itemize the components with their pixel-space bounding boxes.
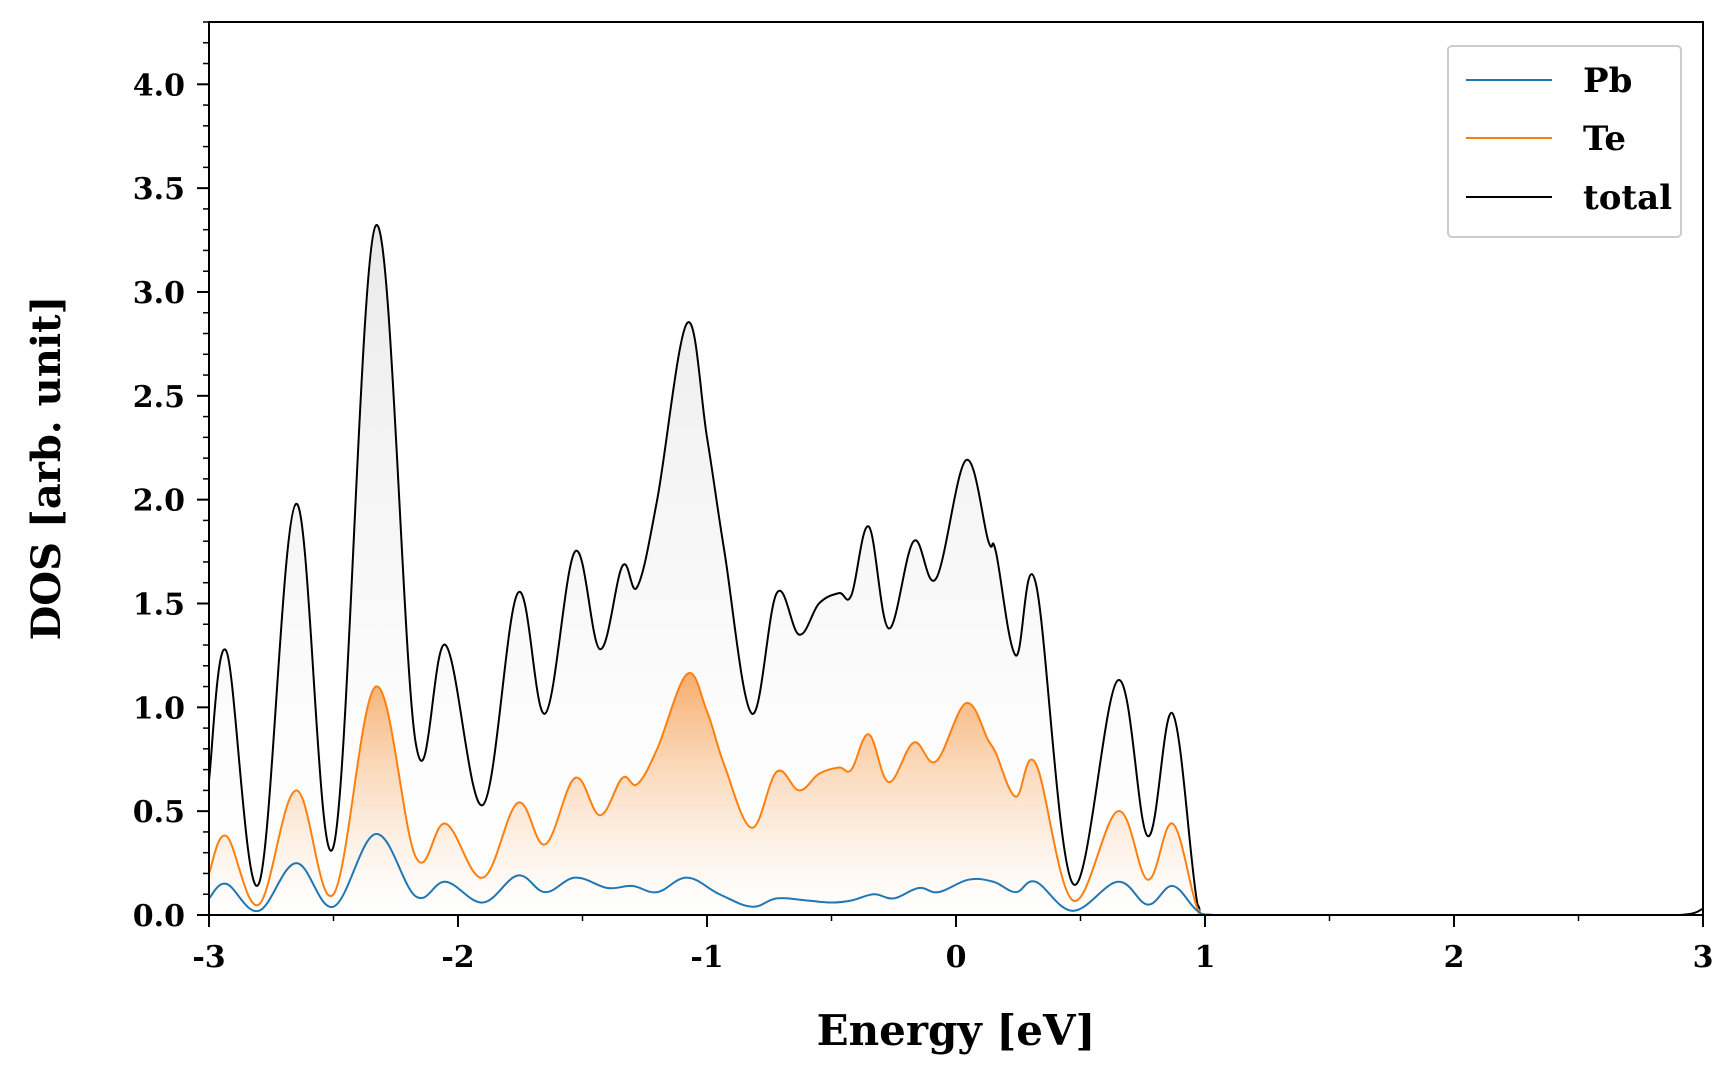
series-line-pb	[209, 833, 1703, 915]
x-tick-label: 3	[1693, 940, 1714, 975]
legend-label-pb: Pb	[1583, 61, 1632, 101]
series-line-total	[209, 224, 1703, 915]
x-axis-label: Energy [eV]	[817, 1006, 1096, 1055]
x-tick-label: -2	[441, 940, 474, 975]
legend-label-total: total	[1583, 178, 1672, 218]
y-tick-label: 3.5	[133, 172, 185, 207]
y-tick-label: 2.0	[133, 484, 185, 519]
x-axis: -3 -2 -1 0 1 2 3	[192, 915, 1713, 975]
y-axis: 0.0 0.5 1.0 1.5 2.0 2.5 3.0 3.5 4.0	[133, 21, 209, 934]
x-tick-label: -1	[690, 940, 723, 975]
y-tick-label: 2.5	[133, 380, 185, 415]
x-tick-label: 0	[946, 940, 967, 975]
x-tick-label: -3	[192, 940, 225, 975]
series-fill-te	[209, 673, 1703, 915]
legend-label-te: Te	[1583, 119, 1626, 159]
y-tick-label: 3.0	[133, 276, 185, 311]
legend-box	[1447, 45, 1682, 238]
y-tick-label: 0.0	[133, 899, 185, 934]
y-tick-label: 4.0	[133, 68, 185, 103]
x-tick-label: 1	[1195, 940, 1216, 975]
y-axis-label: DOS [arb. unit]	[23, 296, 70, 641]
legend: Pb Te total	[1447, 45, 1682, 238]
y-tick-label: 1.0	[133, 691, 185, 726]
series-fill-total	[209, 225, 1703, 915]
y-tick-label: 1.5	[133, 587, 185, 622]
y-tick-label: 0.5	[133, 795, 185, 830]
series-line-te	[209, 672, 1703, 915]
x-tick-label: 2	[1444, 940, 1465, 975]
